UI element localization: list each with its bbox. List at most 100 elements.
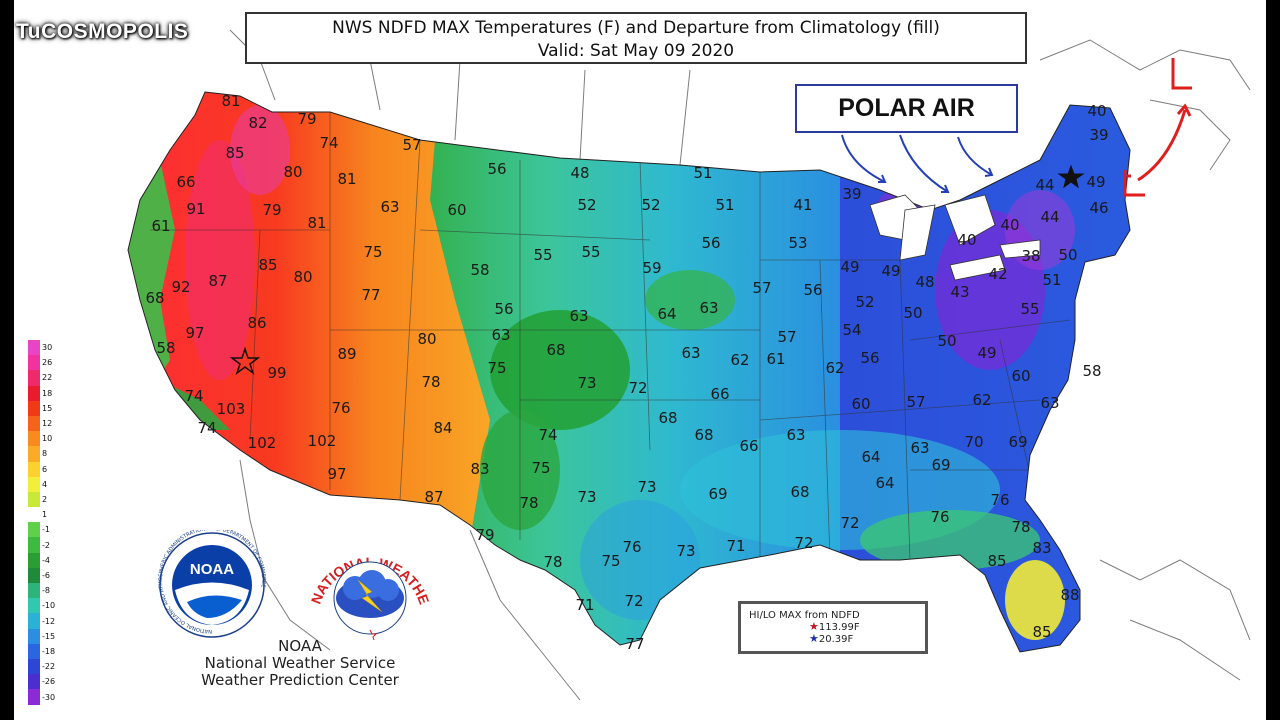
temperature-label: 85 bbox=[225, 144, 245, 162]
legend-label: -10 bbox=[42, 601, 56, 611]
temperature-label: 55 bbox=[1020, 300, 1040, 318]
temperature-label: 57 bbox=[906, 393, 926, 411]
temperature-label: 92 bbox=[171, 278, 191, 296]
temperature-label: 75 bbox=[487, 359, 507, 377]
temperature-label: 74 bbox=[538, 426, 558, 444]
legend-swatch bbox=[28, 446, 40, 462]
polar-air-label: POLAR AIR bbox=[795, 84, 1018, 133]
temperature-label: 64 bbox=[861, 448, 881, 466]
temperature-label: 81 bbox=[307, 214, 327, 232]
legend-label: 4 bbox=[42, 479, 48, 489]
legend-label: -1 bbox=[42, 525, 50, 535]
legend-swatch bbox=[28, 643, 40, 659]
temperature-label: 63 bbox=[681, 344, 701, 362]
temperature-label: 97 bbox=[185, 324, 205, 342]
temperature-label: 41 bbox=[793, 196, 813, 214]
agency-line-1: NOAA bbox=[278, 637, 322, 655]
legend-swatch bbox=[28, 340, 40, 356]
temperature-label: 69 bbox=[931, 456, 951, 474]
temperature-label: 80 bbox=[293, 268, 313, 286]
temperature-label: 63 bbox=[380, 198, 400, 216]
temperature-label: 62 bbox=[730, 351, 750, 369]
polar-air-arrows bbox=[841, 134, 994, 193]
temperature-label: 57 bbox=[752, 279, 772, 297]
temperature-label: 56 bbox=[860, 349, 880, 367]
temperature-label: 91 bbox=[186, 200, 206, 218]
temperature-label: 63 bbox=[569, 307, 589, 325]
temperature-label: 49 bbox=[881, 262, 901, 280]
temperature-label: 74 bbox=[184, 387, 204, 405]
temperature-label: 52 bbox=[641, 196, 661, 214]
temperature-label: 46 bbox=[1089, 199, 1109, 217]
temperature-label: 70 bbox=[964, 433, 984, 451]
legend-swatch bbox=[28, 613, 40, 629]
temperature-label: 56 bbox=[494, 300, 514, 318]
temperature-label: 48 bbox=[570, 164, 590, 182]
temperature-label: 89 bbox=[337, 345, 357, 363]
temperature-label: 87 bbox=[208, 272, 228, 290]
temperature-label: 64 bbox=[657, 305, 677, 323]
temperature-label: 59 bbox=[642, 259, 662, 277]
legend-swatch bbox=[28, 370, 40, 386]
temperature-label: 63 bbox=[910, 439, 930, 457]
temperature-label: 58 bbox=[470, 261, 490, 279]
temperature-label: 38 bbox=[1021, 247, 1041, 265]
color-legend bbox=[28, 340, 40, 705]
title-line-2: Valid: Sat May 09 2020 bbox=[537, 41, 735, 61]
temperature-label: 51 bbox=[715, 196, 735, 214]
legend-label: 8 bbox=[42, 449, 48, 459]
temperature-label: 55 bbox=[533, 246, 553, 264]
temperature-label: 54 bbox=[842, 321, 862, 339]
legend-swatch bbox=[28, 583, 40, 599]
temperature-label: 83 bbox=[1032, 539, 1052, 557]
temperature-label: 63 bbox=[491, 326, 511, 344]
temperature-label: 77 bbox=[625, 635, 645, 653]
legend-label: 26 bbox=[42, 358, 53, 368]
hi-lo-box: HI/LO MAX from NDFD ★113.99F ★20.39F bbox=[738, 601, 928, 654]
temperature-label: 50 bbox=[1058, 246, 1078, 264]
red-star-icon: ★ bbox=[809, 620, 819, 633]
temperature-label: 81 bbox=[221, 92, 241, 110]
temperature-label: 78 bbox=[543, 553, 563, 571]
state-lines bbox=[150, 112, 1071, 561]
temperature-label: 63 bbox=[699, 299, 719, 317]
hi-lo-title: HI/LO MAX from NDFD bbox=[749, 610, 860, 621]
temperature-label: 73 bbox=[577, 374, 597, 392]
temperature-label: 73 bbox=[637, 478, 657, 496]
temperature-label: 66 bbox=[176, 173, 196, 191]
legend-swatch bbox=[28, 355, 40, 371]
legend-label: 15 bbox=[42, 403, 53, 413]
legend-label: -6 bbox=[42, 571, 50, 580]
temperature-label: 58 bbox=[156, 339, 176, 357]
temperature-label: 72 bbox=[794, 534, 814, 552]
temperature-label: 64 bbox=[875, 474, 895, 492]
legend-swatch bbox=[28, 507, 40, 523]
temperature-label: 102 bbox=[247, 434, 277, 452]
temperature-label: 85 bbox=[987, 552, 1007, 570]
temperature-label: 49 bbox=[1086, 173, 1106, 191]
temperature-label: 40 bbox=[957, 231, 977, 249]
legend-swatch bbox=[28, 674, 40, 690]
temperature-label: 68 bbox=[658, 409, 678, 427]
temperature-label: 57 bbox=[402, 136, 422, 154]
blue-star-icon: ★ bbox=[809, 632, 819, 645]
temperature-label: 76 bbox=[930, 508, 950, 526]
temperature-label: 55 bbox=[581, 243, 601, 261]
legend-swatch bbox=[28, 552, 40, 568]
title-line-1: NWS NDFD MAX Temperatures (F) and Depart… bbox=[332, 18, 940, 38]
temperature-label: 71 bbox=[726, 537, 746, 555]
hi-lo-low: ★20.39F bbox=[809, 632, 854, 645]
temperature-label: 50 bbox=[903, 304, 923, 322]
legend-label: -22 bbox=[42, 662, 56, 672]
left-frame-bar bbox=[0, 0, 14, 720]
temperature-label: 76 bbox=[331, 399, 351, 417]
legend-label: 10 bbox=[42, 434, 53, 444]
temperature-label: 86 bbox=[247, 314, 267, 332]
temperature-label: 57 bbox=[777, 328, 797, 346]
temperature-label: 68 bbox=[694, 426, 714, 444]
legend-label: -26 bbox=[42, 677, 56, 687]
temperature-label: 75 bbox=[363, 243, 383, 261]
temperature-label: 78 bbox=[421, 373, 441, 391]
